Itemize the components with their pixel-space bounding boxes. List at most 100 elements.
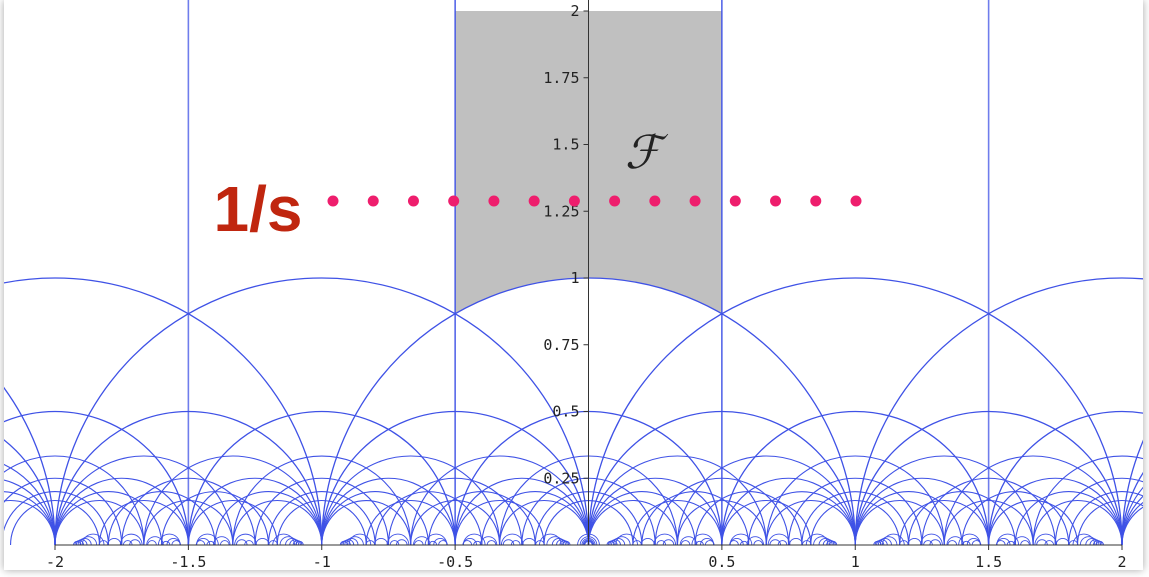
arc-curve <box>1076 499 1143 546</box>
arc-curve <box>254 477 389 546</box>
arc-curve <box>98 499 189 546</box>
small-arc <box>822 539 835 546</box>
arc-curve <box>187 477 323 546</box>
small-arc <box>373 537 389 546</box>
small-arc <box>161 540 171 546</box>
y-tick-label: 1.5 <box>552 136 579 154</box>
arc-curve <box>854 499 945 546</box>
small-arc <box>879 536 898 546</box>
small-arc <box>522 537 537 546</box>
arc-curve <box>276 500 367 546</box>
small-arc <box>632 540 642 546</box>
arc-curve <box>427 491 536 546</box>
small-arc <box>653 533 677 546</box>
small-arc <box>171 540 182 546</box>
small-arc <box>119 533 143 546</box>
x-tick-label: 0.5 <box>708 553 735 571</box>
x-tick-label: 1 <box>851 553 860 571</box>
dot <box>528 195 540 207</box>
small-arc <box>285 537 300 546</box>
arc-curve <box>899 499 990 546</box>
dot <box>729 195 741 207</box>
arc-curve <box>4 387 56 546</box>
axes: -2 -1.5 -1 -0.5 0.5 1 1.5 2 0.25 0.5 0.75 1 1.25 1.5 1… <box>46 0 1127 571</box>
small-arc <box>971 540 982 546</box>
arc-curve <box>854 477 990 546</box>
arc-curve <box>1014 491 1123 546</box>
arc-curve <box>1121 471 1143 546</box>
arc-curve <box>214 491 323 546</box>
dot <box>488 195 500 207</box>
small-arc <box>462 537 477 546</box>
small-arc <box>739 540 749 546</box>
small-arc <box>74 540 85 546</box>
dot <box>689 195 701 207</box>
small-arc <box>746 536 765 546</box>
small-arc <box>729 537 744 546</box>
small-arc <box>1006 540 1016 546</box>
arc-curve <box>9 499 101 546</box>
small-arc <box>1036 539 1048 546</box>
small-arc <box>695 540 704 546</box>
arc-curve <box>4 491 109 546</box>
small-arc <box>947 540 958 546</box>
small-arc <box>196 537 211 546</box>
arc-curve <box>908 491 1016 546</box>
small-arc <box>535 540 545 546</box>
small-arc <box>438 540 448 546</box>
small-arc <box>289 539 301 546</box>
arc-curve <box>321 491 429 546</box>
small-arc <box>212 536 231 546</box>
arc-curve <box>4 479 56 546</box>
arc-curve <box>748 491 856 546</box>
small-arc <box>609 539 621 546</box>
x-tick-label: 2 <box>1117 553 1126 571</box>
small-arc <box>479 536 498 546</box>
small-arc <box>344 537 359 546</box>
arc-curve <box>321 477 456 546</box>
arc-curve <box>1121 506 1143 546</box>
small-arc <box>923 540 933 546</box>
small-arc <box>79 536 98 546</box>
dot <box>407 195 419 207</box>
small-arc <box>279 536 298 546</box>
small-arc <box>129 539 141 546</box>
arc-curve <box>676 455 856 546</box>
small-arc <box>656 540 667 546</box>
arc-curve <box>694 491 803 546</box>
arc-curve <box>187 410 456 546</box>
arc-curve <box>721 410 990 546</box>
y-tick-label: 1 <box>570 269 579 287</box>
small-arc <box>828 540 838 546</box>
arc-curve <box>1032 499 1123 546</box>
arc-curve <box>721 477 856 546</box>
small-arc <box>607 540 618 546</box>
small-arc <box>365 540 376 546</box>
small-arc <box>615 533 638 546</box>
small-arc <box>826 540 836 546</box>
small-arc <box>73 540 82 546</box>
x-tick-label: -2 <box>46 553 64 571</box>
arc-curve <box>788 477 923 546</box>
y-tick-label: 1.75 <box>543 69 579 87</box>
arc-curve <box>1121 487 1143 546</box>
small-arc <box>874 540 885 546</box>
small-arc <box>640 537 655 546</box>
arc-curve <box>587 455 767 546</box>
small-arc <box>1044 540 1055 546</box>
arc-curve <box>54 477 189 546</box>
arc-curve <box>499 499 590 546</box>
small-arc <box>147 540 157 546</box>
dot <box>810 195 822 207</box>
small-arc <box>680 540 691 546</box>
small-arc <box>500 533 524 546</box>
dot <box>448 195 460 207</box>
small-arc <box>920 533 943 546</box>
small-arc <box>502 539 515 546</box>
arc-curve <box>987 410 1143 546</box>
arc-curve <box>454 477 590 546</box>
arc-curve <box>232 499 323 546</box>
dot <box>649 195 661 207</box>
small-arc <box>1072 533 1096 546</box>
